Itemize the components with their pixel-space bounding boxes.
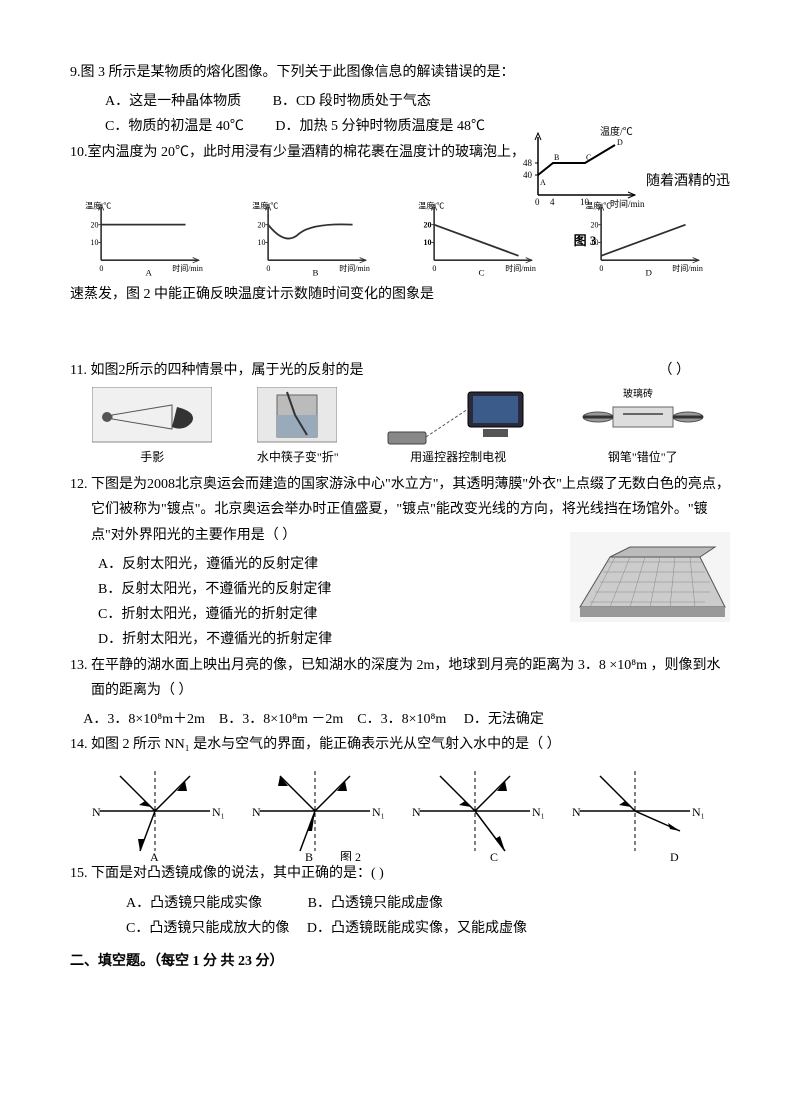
svg-text:A: A (540, 178, 546, 187)
svg-text:0: 0 (266, 264, 270, 273)
ray-b: N N₁ B 图 2 (250, 761, 390, 861)
ray-d: N N₁ D (570, 761, 710, 861)
svg-text:10: 10 (424, 238, 432, 247)
svg-text:温度/℃: 温度/℃ (252, 201, 278, 211)
q11-paren: （ ） (659, 358, 691, 383)
q11-text: 11. 如图2所示的四种情景中，属于光的反射的是 （ ） (70, 358, 730, 383)
svg-text:N₁: N₁ (692, 805, 705, 819)
graph-a: 温度/℃ 20 10 时间/min 0 A (80, 198, 220, 278)
q15-opt-b: B．凸透镜只能成虚像 (308, 896, 443, 911)
svg-text:0: 0 (433, 264, 437, 273)
svg-text:48: 48 (523, 158, 533, 168)
svg-text:20: 20 (90, 220, 98, 229)
svg-text:C: C (479, 267, 485, 277)
q11-item-1: 手影 (92, 387, 212, 469)
svg-text:A: A (150, 850, 159, 861)
svg-text:图 2: 图 2 (340, 850, 361, 861)
svg-text:20: 20 (257, 220, 265, 229)
q9-opt-b: B．CD 段时物质处于气态 (273, 94, 431, 109)
q13-options: A．3．8×10⁸m＋2m B．3．8×10⁸m －2m C．3．8×10⁸m … (70, 707, 730, 732)
svg-text:N: N (252, 805, 261, 819)
q10-cont: 速蒸发，图 2 中能正确反映温度计示数随时间变化的图象是 (70, 282, 730, 307)
svg-text:D: D (617, 138, 623, 147)
svg-text:C: C (586, 153, 591, 162)
svg-text:40: 40 (523, 170, 533, 180)
svg-text:玻璃砖: 玻璃砖 (623, 387, 653, 400)
svg-text:时间/min: 时间/min (172, 263, 203, 273)
svg-text:D: D (646, 267, 653, 277)
q15-opt-c: C．凸透镜只能成放大的像 (126, 921, 289, 936)
svg-text:20: 20 (590, 220, 598, 229)
q14-text: 14. 如图 2 所示 NN₁ 是水与空气的界面，能正确表示光从空气射入水中的是… (70, 732, 730, 757)
q9-opt-d: D．加热 5 分钟时物质温度是 48℃ (275, 119, 485, 134)
svg-text:N: N (572, 805, 581, 819)
q9-text: 9.图 3 所示是某物质的熔化图像。下列关于此图像信息的解读错误的是： (70, 60, 730, 85)
ray-a: N N₁ A (90, 761, 230, 861)
q9-opt-a: A．这是一种晶体物质 (105, 94, 241, 109)
svg-text:20: 20 (424, 220, 432, 229)
svg-text:温度/℃: 温度/℃ (85, 201, 111, 211)
svg-text:10: 10 (257, 238, 265, 247)
q14-diagrams: N N₁ A N N₁ B 图 2 N N₁ C N N (70, 761, 730, 861)
svg-text:温度/℃: 温度/℃ (585, 201, 611, 211)
q11-item-3: 用遥控器控制电视 (383, 387, 533, 469)
svg-text:B: B (554, 153, 559, 162)
q12-opt-d: D．折射太阳光，不遵循光的折射定律 (70, 627, 730, 652)
svg-text:A: A (146, 267, 153, 277)
q11-item-2: 水中筷子变"折" (257, 387, 339, 469)
svg-text:N: N (92, 805, 101, 819)
q9-opt-c: C．物质的初温是 40℃ (105, 119, 244, 134)
svg-text:N₁: N₁ (532, 805, 545, 819)
axis-y-label: 温度/℃ (600, 125, 633, 138)
svg-text:C: C (490, 850, 498, 861)
graph-d: 温度/℃ 20 10 时间/min 0 D (580, 198, 720, 278)
q15-opt-d: D．凸透镜既能成实像，又能成虚像 (307, 921, 527, 936)
svg-text:10: 10 (590, 238, 598, 247)
q15-opt-a: A．凸透镜只能成实像 (126, 896, 262, 911)
svg-text:D: D (670, 850, 679, 861)
svg-text:0: 0 (599, 264, 603, 273)
svg-text:N: N (412, 805, 421, 819)
q10-graphs: 温度/℃ 20 10 时间/min 0 A 温度/℃ 20 10 时间/min … (70, 198, 730, 278)
svg-text:N₁: N₁ (212, 805, 225, 819)
q13-text: 13. 在平静的湖水面上映出月亮的像，已知湖水的深度为 2m，地球到月亮的距离为… (70, 653, 730, 703)
q15-text: 15. 下面是对凸透镜成像的说法，其中正确的是：( ) (70, 861, 730, 886)
q11-item-4: 玻璃砖 钢笔"错位"了 (578, 387, 708, 469)
svg-text:10: 10 (90, 238, 98, 247)
svg-text:N₁: N₁ (372, 805, 385, 819)
svg-text:B: B (305, 850, 313, 861)
svg-text:时间/min: 时间/min (672, 263, 703, 273)
svg-text:时间/min: 时间/min (506, 263, 537, 273)
water-cube-image (570, 532, 730, 631)
svg-text:温度/℃: 温度/℃ (418, 201, 444, 211)
graph-c: 温度/℃ 20 10 时间/min 0 C (413, 198, 553, 278)
svg-text:B: B (312, 267, 318, 277)
graph-b: 温度/℃ 20 10 时间/min 0 B (247, 198, 387, 278)
q11-images: 手影 水中筷子变"折" 用遥控器控制电视 玻璃砖 (70, 387, 730, 469)
svg-text:时间/min: 时间/min (339, 263, 370, 273)
ray-c: N N₁ C (410, 761, 550, 861)
svg-text:0: 0 (99, 264, 103, 273)
section-2-title: 二、填空题。（每空 1 分 共 23 分） (70, 949, 730, 974)
